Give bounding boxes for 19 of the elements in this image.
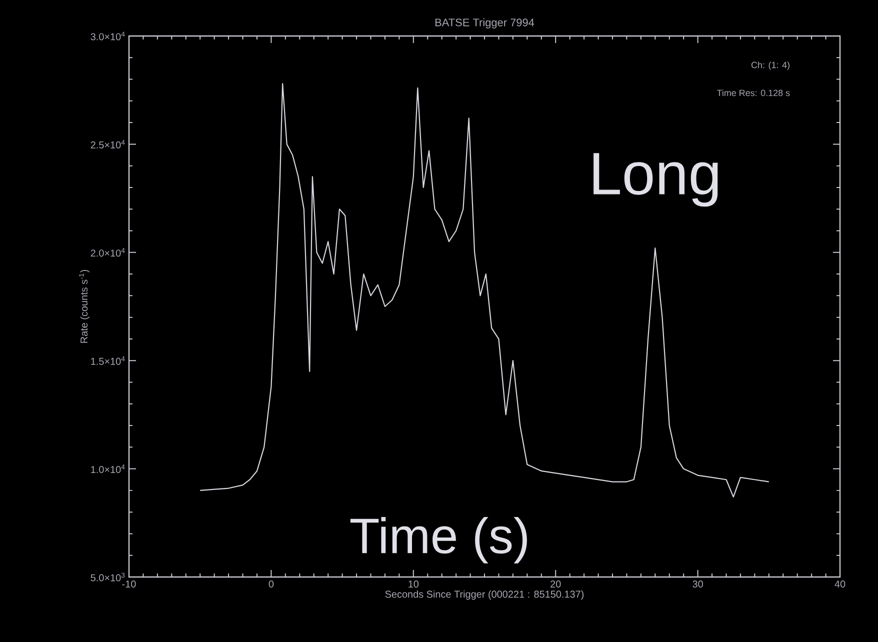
y-tick-label: 1.5×10$^{4}$	[91, 356, 125, 365]
y-tick-label: 2.0×10$^{4}$	[90, 248, 125, 257]
annotation: Ch: (1: 4)	[751, 62, 790, 70]
annotation: Long	[594, 153, 718, 207]
annotation: Time (s)	[350, 517, 527, 564]
y-tick-label: 3.0×10$^{4}$	[90, 32, 125, 40]
x-tick-label: 0	[268, 580, 274, 588]
y-axis-title: Rate (counts s$^{-1}$)	[79, 270, 90, 343]
y-tick-label: 2.5×10$^{4}$	[90, 140, 125, 148]
x-axis-title: Seconds Since Trigger (000221 : 85150.137)	[385, 590, 584, 600]
x-tick-label: -10	[122, 580, 136, 588]
y-tick-label: 5.0×10$^{3}$	[90, 572, 125, 582]
x-tick-label: 20	[550, 580, 561, 588]
chart-title: BATSE Trigger 7994	[435, 18, 534, 28]
y-tick-label: 1.0×10$^{4}$	[91, 464, 125, 474]
x-tick-label: 40	[834, 580, 846, 588]
annotation: Time Res: 0.128 s	[716, 90, 790, 96]
x-tick-label: 10	[408, 580, 419, 588]
x-tick-label: 30	[692, 580, 703, 588]
